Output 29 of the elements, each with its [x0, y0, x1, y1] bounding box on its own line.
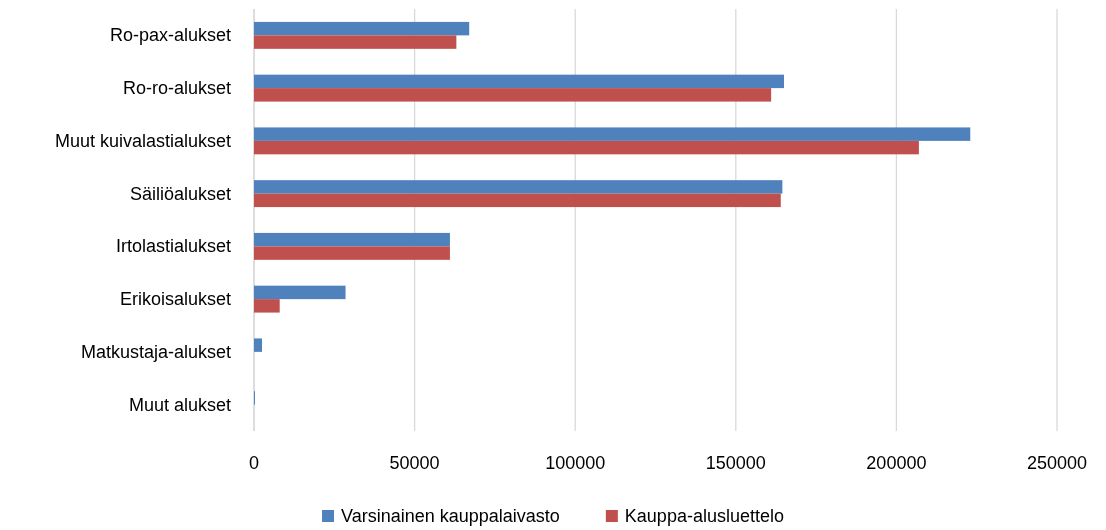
- x-tick-label: 0: [248, 453, 260, 473]
- legend-label: Kauppa-alusluettelo: [624, 506, 784, 526]
- bar: [254, 21, 470, 36]
- y-tick-label: Ro-ro-alukset: [122, 78, 231, 99]
- y-tick-label: Irtolastialukset: [115, 236, 231, 257]
- y-tick-label: Säiliöalukset: [129, 183, 231, 204]
- bar: [254, 285, 346, 300]
- legend-label: Varsinainen kauppalaivasto: [341, 506, 560, 526]
- bar: [254, 140, 919, 155]
- bar: [254, 127, 971, 141]
- bar: [254, 246, 450, 260]
- x-tick-label: 250000: [1026, 453, 1088, 473]
- bar: [254, 88, 772, 102]
- x-tick-label: 50000: [389, 453, 440, 473]
- y-tick-label: Matkustaja-alukset: [80, 341, 231, 362]
- bar: [254, 35, 457, 49]
- bar: [254, 180, 783, 194]
- bar: [254, 338, 263, 352]
- y-tick-label: Muut kuivalastialukset: [54, 130, 231, 151]
- x-tick-label: 100000: [545, 453, 606, 473]
- bar: [254, 193, 781, 208]
- y-tick-label: Ro-pax-alukset: [109, 25, 231, 46]
- x-tick-label: 150000: [705, 453, 766, 473]
- bar: [254, 299, 280, 313]
- x-tick-label: 200000: [866, 453, 927, 473]
- bar: [254, 74, 784, 89]
- y-tick-label: Muut alukset: [128, 394, 231, 415]
- y-tick-label: Erikoisalukset: [119, 289, 231, 310]
- bar: [254, 232, 450, 247]
